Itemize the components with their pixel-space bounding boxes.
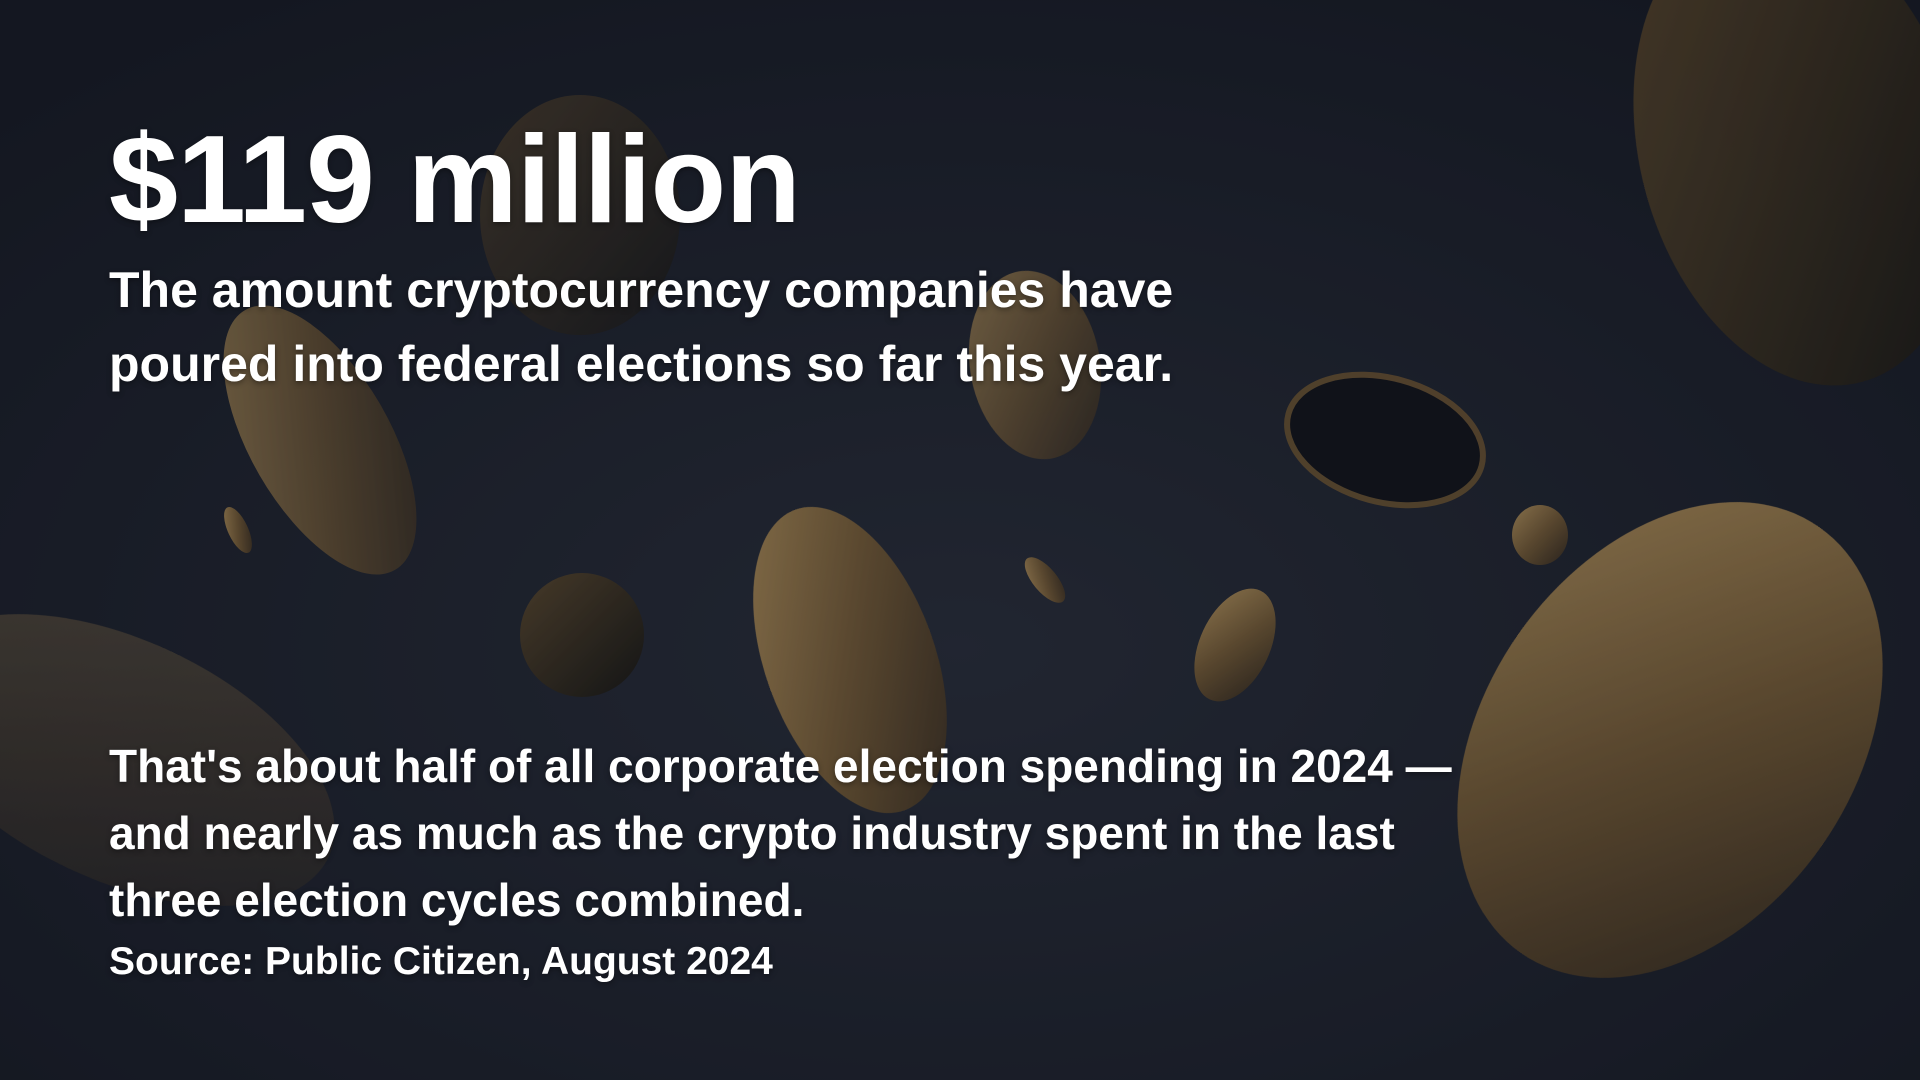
coin	[1633, 0, 1920, 386]
coin	[224, 506, 252, 554]
coin	[1457, 502, 1883, 978]
coin	[520, 573, 644, 697]
source: Source: Public Citizen, August 2024	[109, 940, 773, 983]
subheadline-line: poured into federal elections so far thi…	[109, 336, 1174, 392]
coin	[0, 614, 335, 906]
coin	[753, 506, 947, 814]
body-line: and nearly as much as the crypto industr…	[109, 807, 1395, 859]
body-line: That's about half of all corporate elect…	[109, 740, 1452, 792]
coin	[1194, 588, 1276, 702]
body-line: three election cycles combined.	[109, 874, 805, 926]
coin	[1284, 371, 1486, 509]
subheadline-line: The amount cryptocurrency companies have	[109, 262, 1174, 318]
coin	[1024, 557, 1066, 603]
coin	[480, 95, 680, 335]
coin	[223, 305, 417, 575]
coin	[1512, 505, 1568, 565]
headline: $119 million	[109, 111, 801, 249]
coin	[968, 270, 1102, 460]
